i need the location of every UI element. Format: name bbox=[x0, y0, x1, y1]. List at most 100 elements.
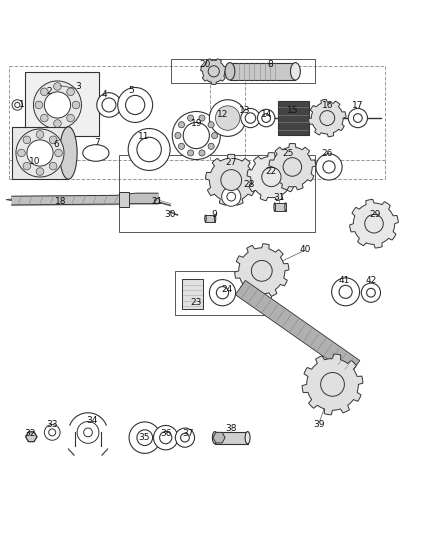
Text: 22: 22 bbox=[265, 167, 276, 176]
Circle shape bbox=[40, 88, 48, 95]
Circle shape bbox=[208, 143, 214, 149]
Circle shape bbox=[321, 373, 344, 396]
Bar bbox=[275, 203, 286, 212]
Ellipse shape bbox=[245, 432, 250, 444]
Circle shape bbox=[67, 114, 74, 122]
Polygon shape bbox=[205, 155, 257, 205]
Circle shape bbox=[258, 109, 275, 127]
Circle shape bbox=[353, 114, 362, 123]
Text: 8: 8 bbox=[268, 60, 273, 69]
Text: 28: 28 bbox=[243, 180, 254, 189]
Text: 6: 6 bbox=[54, 140, 60, 149]
Polygon shape bbox=[269, 143, 316, 190]
Ellipse shape bbox=[205, 215, 206, 222]
Circle shape bbox=[367, 288, 375, 297]
Text: 9: 9 bbox=[211, 211, 217, 220]
Circle shape bbox=[36, 131, 44, 138]
Circle shape bbox=[137, 138, 161, 161]
Circle shape bbox=[72, 101, 80, 109]
Text: 38: 38 bbox=[226, 424, 237, 433]
Text: 29: 29 bbox=[370, 211, 381, 220]
Ellipse shape bbox=[212, 432, 217, 444]
Circle shape bbox=[222, 187, 241, 206]
Circle shape bbox=[209, 280, 236, 306]
Circle shape bbox=[97, 93, 121, 117]
Circle shape bbox=[159, 432, 172, 444]
Circle shape bbox=[53, 83, 61, 90]
Circle shape bbox=[129, 422, 160, 454]
Circle shape bbox=[67, 88, 74, 95]
Bar bbox=[12, 127, 68, 179]
Circle shape bbox=[102, 98, 116, 112]
Text: 32: 32 bbox=[25, 429, 36, 438]
Polygon shape bbox=[309, 99, 346, 137]
Circle shape bbox=[175, 133, 181, 139]
Text: 18: 18 bbox=[55, 197, 67, 206]
Bar bbox=[278, 101, 309, 135]
Text: 39: 39 bbox=[313, 420, 324, 429]
Polygon shape bbox=[201, 59, 227, 84]
Circle shape bbox=[262, 167, 281, 187]
Circle shape bbox=[212, 133, 218, 139]
Polygon shape bbox=[235, 280, 360, 375]
Circle shape bbox=[40, 114, 48, 122]
Text: 1: 1 bbox=[19, 100, 25, 109]
Ellipse shape bbox=[290, 62, 300, 80]
Text: 40: 40 bbox=[300, 245, 311, 254]
Circle shape bbox=[49, 162, 57, 170]
Circle shape bbox=[183, 123, 209, 149]
Text: 10: 10 bbox=[29, 157, 40, 166]
Circle shape bbox=[320, 111, 335, 125]
Circle shape bbox=[227, 192, 236, 201]
Circle shape bbox=[187, 150, 194, 156]
Circle shape bbox=[199, 115, 205, 121]
Circle shape bbox=[49, 136, 57, 144]
Circle shape bbox=[77, 422, 99, 443]
Circle shape bbox=[209, 100, 246, 136]
Circle shape bbox=[316, 154, 342, 180]
Ellipse shape bbox=[214, 215, 216, 222]
Circle shape bbox=[216, 287, 229, 299]
Bar bbox=[215, 432, 247, 444]
Circle shape bbox=[245, 113, 256, 123]
Circle shape bbox=[55, 149, 62, 157]
Circle shape bbox=[339, 285, 352, 298]
Circle shape bbox=[365, 214, 383, 233]
Circle shape bbox=[219, 109, 237, 127]
Circle shape bbox=[36, 168, 44, 175]
Circle shape bbox=[27, 140, 53, 166]
Circle shape bbox=[18, 149, 25, 157]
Circle shape bbox=[33, 81, 81, 129]
Circle shape bbox=[251, 261, 272, 281]
Circle shape bbox=[178, 143, 184, 149]
Ellipse shape bbox=[60, 127, 77, 179]
Text: 37: 37 bbox=[182, 429, 193, 438]
Circle shape bbox=[180, 433, 189, 442]
Text: 7: 7 bbox=[94, 138, 99, 147]
Polygon shape bbox=[213, 432, 225, 443]
Text: 31: 31 bbox=[273, 193, 285, 202]
Polygon shape bbox=[302, 354, 363, 415]
Circle shape bbox=[23, 162, 31, 170]
Text: 42: 42 bbox=[365, 276, 377, 285]
Text: 3: 3 bbox=[75, 82, 81, 91]
Circle shape bbox=[215, 106, 240, 130]
Text: 16: 16 bbox=[321, 101, 333, 110]
Bar bbox=[230, 62, 295, 80]
Circle shape bbox=[128, 128, 170, 171]
Text: 17: 17 bbox=[352, 101, 364, 110]
Text: 14: 14 bbox=[261, 110, 272, 119]
Circle shape bbox=[187, 115, 194, 121]
Text: 20: 20 bbox=[199, 60, 211, 69]
Text: 19: 19 bbox=[191, 119, 202, 128]
Bar bbox=[25, 72, 99, 135]
Bar bbox=[171, 59, 315, 83]
Circle shape bbox=[12, 100, 22, 110]
Ellipse shape bbox=[225, 62, 235, 80]
Circle shape bbox=[332, 278, 360, 306]
Circle shape bbox=[323, 161, 335, 173]
Circle shape bbox=[49, 429, 56, 436]
Text: 15: 15 bbox=[286, 106, 298, 115]
Circle shape bbox=[154, 198, 159, 204]
Text: 24: 24 bbox=[221, 285, 233, 294]
